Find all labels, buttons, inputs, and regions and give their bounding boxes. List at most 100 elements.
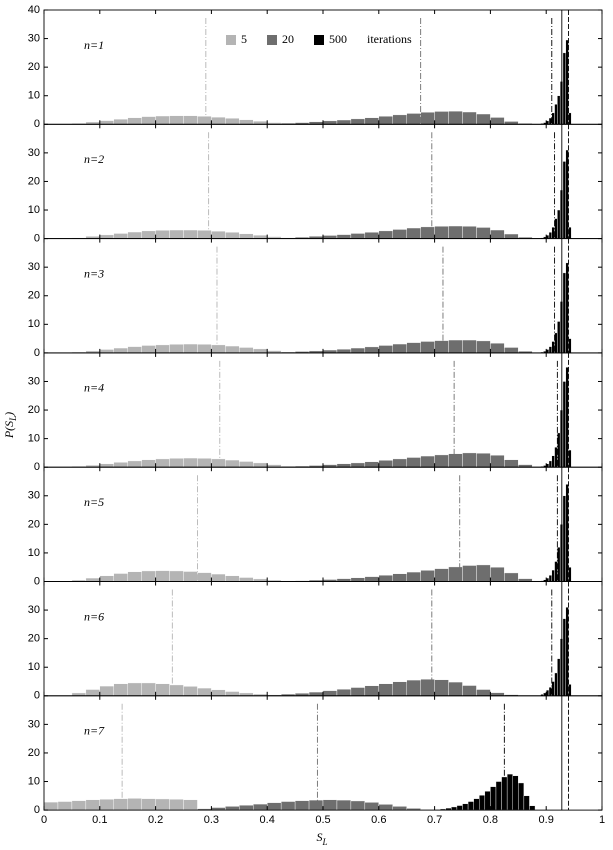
legend-swatch [267, 35, 277, 45]
histogram-bar [476, 689, 491, 696]
panel-label: n=2 [84, 152, 104, 166]
histogram-bar [197, 344, 212, 354]
histogram-bar [392, 573, 407, 582]
histogram-bar [127, 460, 142, 468]
histogram-bar [336, 799, 352, 811]
histogram-bar [364, 232, 380, 239]
histogram-bar [512, 775, 519, 811]
histogram-bar [495, 781, 502, 811]
histogram-bar [562, 495, 566, 582]
legend-label: 500 [329, 32, 347, 46]
histogram-bar [462, 452, 477, 468]
panel-frame [43, 466, 603, 582]
histogram-bar [523, 795, 530, 811]
y-tick-label: 30 [28, 604, 40, 616]
histogram-bar [476, 452, 491, 468]
x-tick-label: 1 [599, 814, 605, 826]
histogram-bar [434, 111, 449, 125]
histogram-bar [350, 577, 366, 582]
histogram-bar [141, 459, 156, 468]
histogram-bar [350, 462, 366, 468]
panel-frame [43, 9, 603, 125]
histogram-bar [225, 118, 240, 125]
histogram-bar [392, 458, 407, 468]
y-tick-label: 0 [34, 804, 40, 816]
histogram-bar [183, 799, 198, 811]
histogram-bar [490, 454, 505, 468]
histogram-bar [462, 339, 477, 354]
histogram-bar [462, 111, 477, 125]
legend-swatch [314, 35, 324, 45]
y-tick-label: 30 [28, 718, 40, 730]
y-tick-label: 10 [28, 318, 40, 330]
x-tick-label: 0.1 [92, 814, 107, 826]
y-tick-label: 20 [28, 61, 40, 73]
histogram-bar [99, 463, 114, 468]
histogram-bar [364, 346, 380, 354]
histogram-bar [239, 461, 254, 468]
histogram-bar [308, 799, 324, 811]
histogram-bar [155, 458, 170, 468]
histogram-bar [448, 339, 463, 354]
x-tick-label: 0.5 [315, 814, 330, 826]
histogram-bar [548, 575, 552, 582]
histogram-bar [85, 799, 100, 811]
histogram-bar [322, 120, 338, 125]
histogram-bar [155, 683, 170, 697]
y-tick-label: 10 [28, 433, 40, 445]
histogram-bar [169, 458, 184, 468]
histogram-bar [113, 683, 128, 697]
histogram-bar [127, 117, 142, 125]
histogram-bar [551, 455, 555, 468]
histogram-bar [420, 226, 435, 239]
histogram-bar [99, 120, 114, 125]
histogram-bar [392, 806, 407, 811]
legend-title: iterations [367, 32, 412, 46]
histogram-bar [476, 227, 491, 239]
panel-label: n=6 [84, 609, 104, 623]
histogram-bar [113, 118, 128, 125]
histogram-bar [448, 453, 463, 468]
histogram-bar [406, 571, 421, 582]
histogram-bar [378, 460, 393, 468]
histogram-bar [456, 805, 463, 811]
histogram-bar [211, 116, 226, 125]
histogram-bar [211, 573, 226, 582]
histogram-bar [183, 571, 198, 582]
histogram-bar [557, 209, 561, 239]
histogram-bar [141, 230, 156, 239]
x-tick-label: 0.7 [427, 814, 442, 826]
histogram-bar [113, 233, 128, 239]
histogram-bar [448, 681, 463, 696]
panel-frame [43, 352, 603, 468]
panel-label: n=1 [84, 38, 104, 52]
histogram-bar [448, 225, 463, 239]
histogram-bar [462, 226, 477, 239]
histogram-bar [504, 233, 519, 239]
histogram-bar [127, 682, 142, 696]
y-tick-label: 30 [28, 375, 40, 387]
histogram-bar [183, 229, 198, 239]
histogram-bar [462, 685, 477, 697]
y-tick-label: 30 [28, 147, 40, 159]
histogram-bar [554, 104, 558, 125]
histogram-bar [99, 575, 114, 582]
histogram-bar [562, 161, 566, 239]
histogram-bar [239, 233, 254, 239]
y-tick-label: 10 [28, 547, 40, 559]
histogram-bar [490, 567, 505, 582]
histogram-bar [336, 119, 352, 125]
histogram-bar [451, 806, 458, 811]
histogram-bar [211, 230, 226, 239]
histogram-bar [141, 116, 156, 125]
histogram-bar [197, 230, 212, 239]
histogram-bar [183, 686, 198, 696]
histogram-bar [554, 672, 558, 697]
histogram-bar [364, 685, 380, 697]
panel-label: n=7 [84, 724, 105, 738]
histogram-bar [548, 460, 552, 468]
histogram-bar [557, 95, 561, 125]
histogram-bar [225, 691, 240, 696]
y-label-main: P(S [2, 421, 16, 439]
y-tick-label: 40 [28, 4, 40, 16]
